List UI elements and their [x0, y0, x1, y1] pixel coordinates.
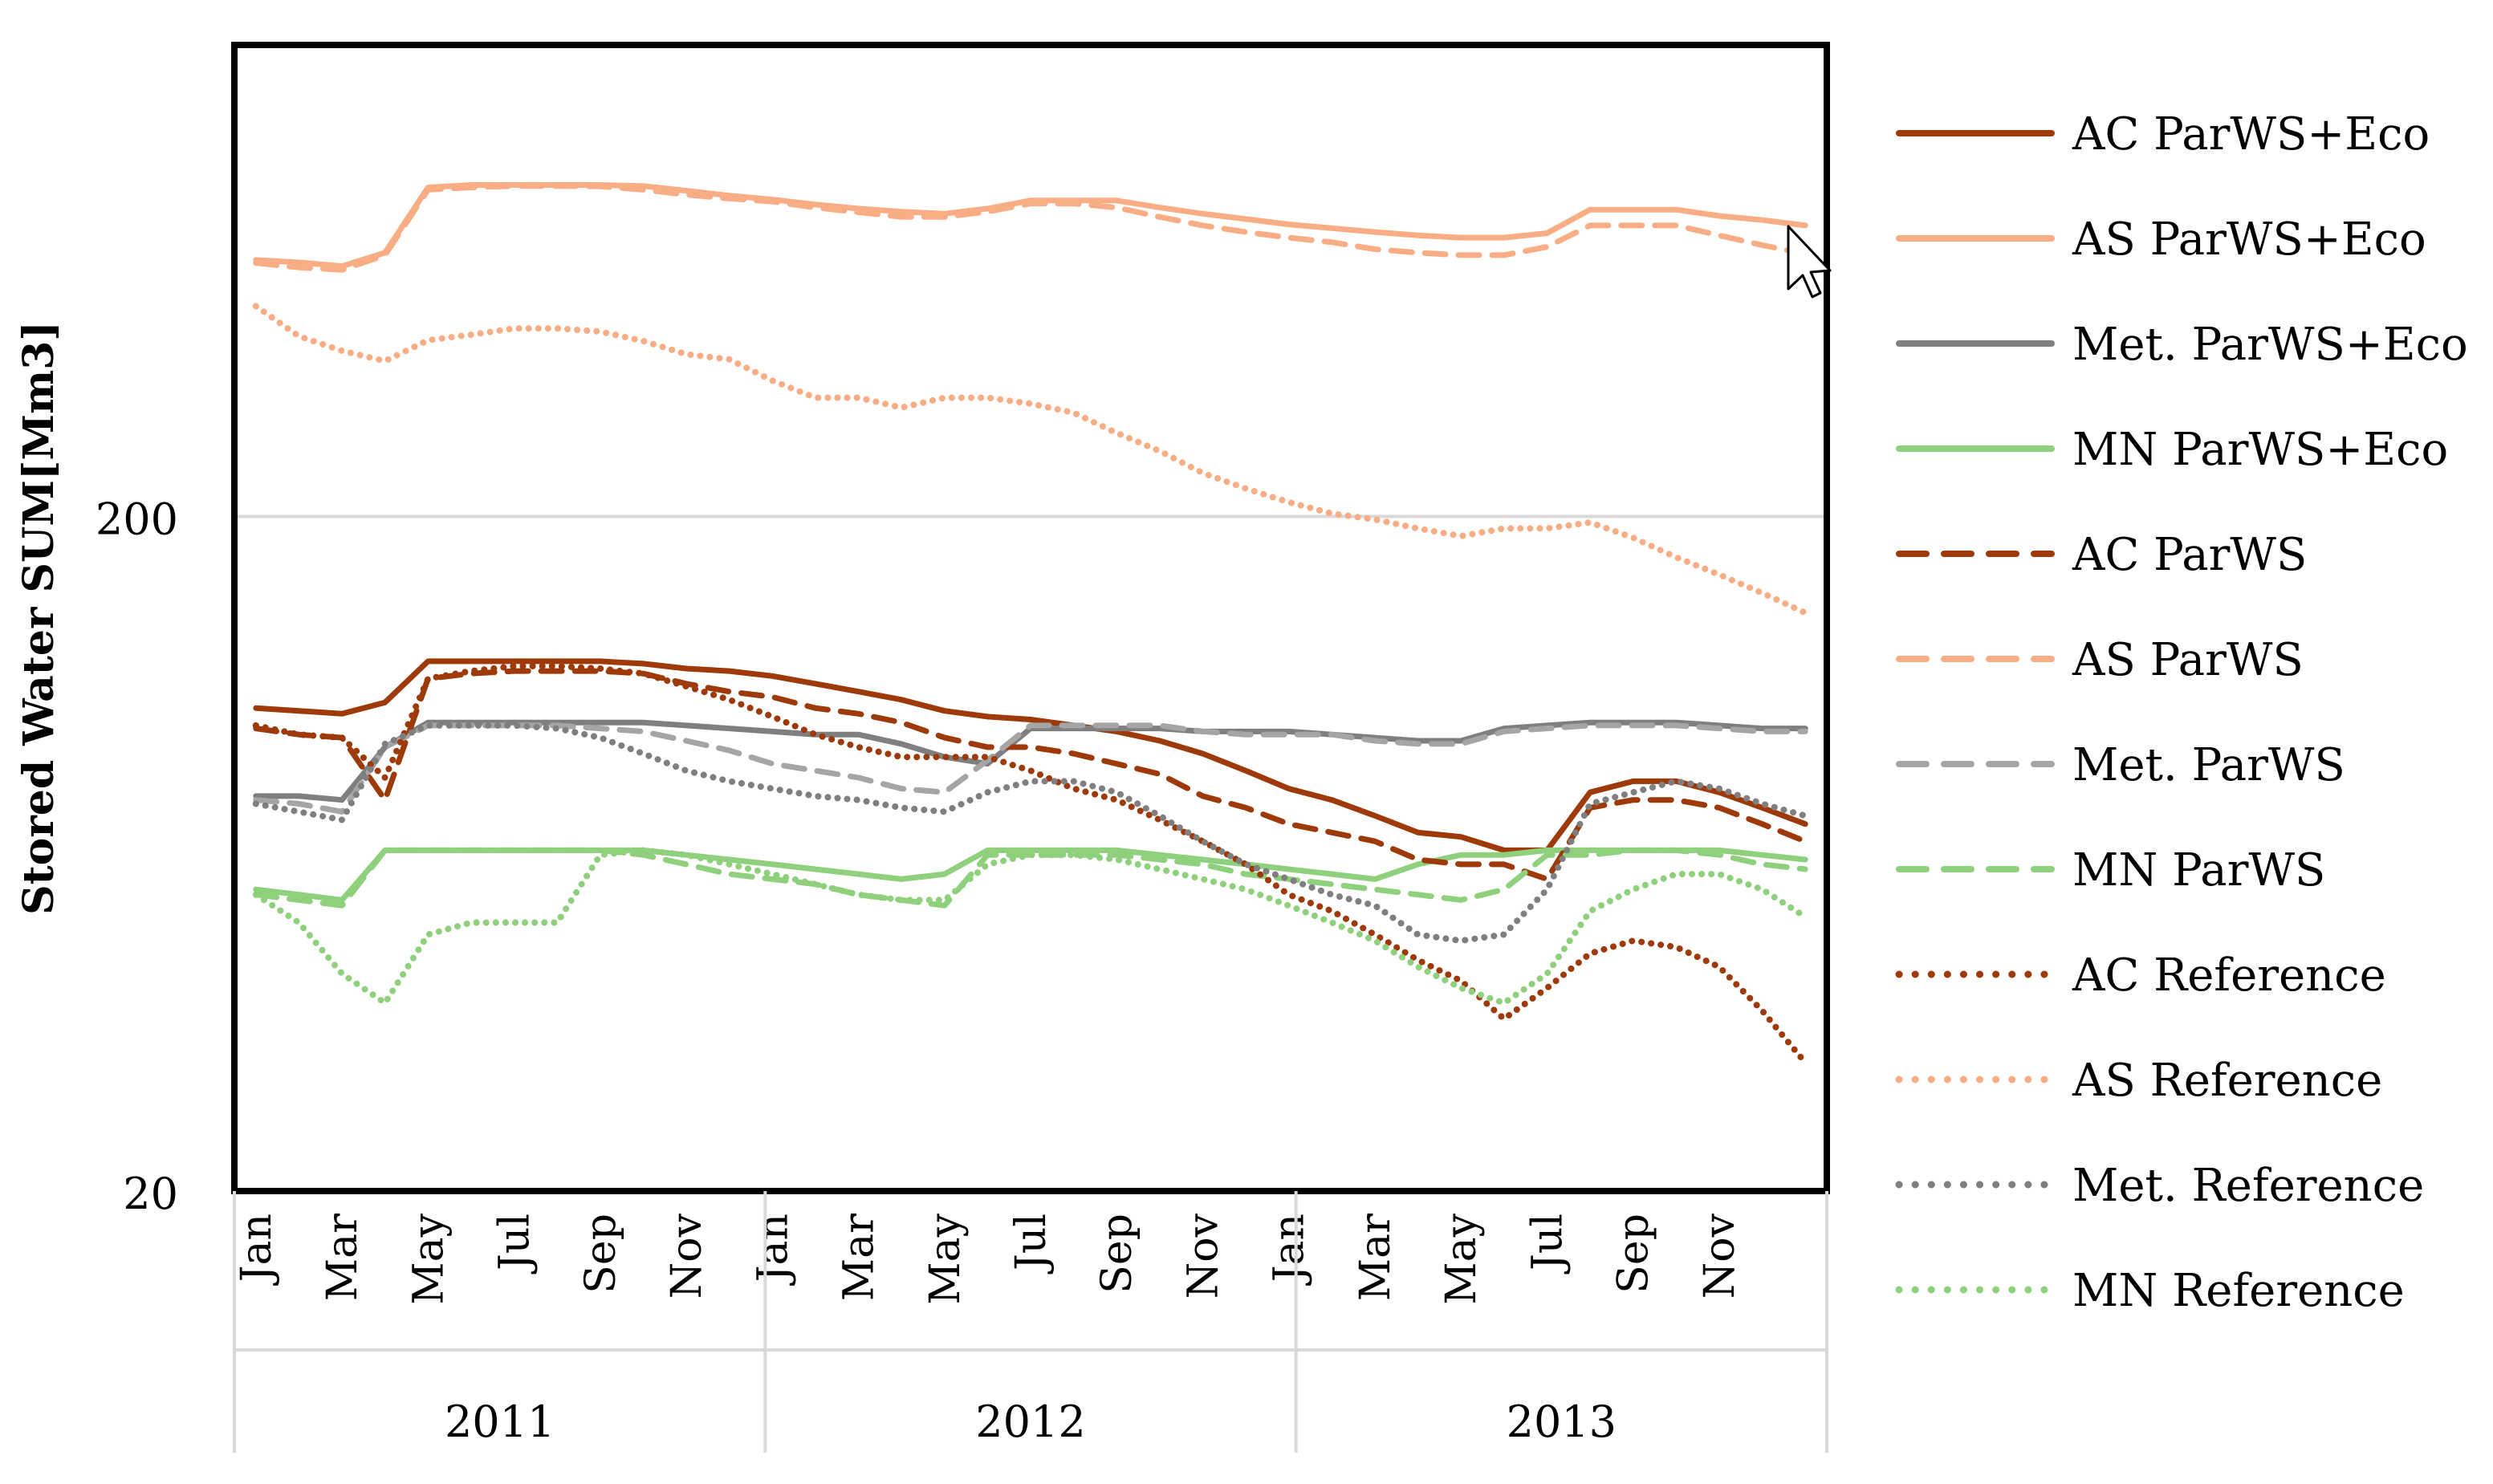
month-label: Jul [1007, 1214, 1055, 1275]
y-tick-label-200: 200 [96, 494, 178, 544]
series-line-mn-parws [253, 847, 1808, 909]
plot-frame [231, 42, 1830, 1194]
mouse-cursor-icon [1787, 225, 1832, 299]
month-label: Jan [749, 1214, 797, 1286]
series-line-ac-parws [253, 668, 1808, 882]
legend-label-mn-parws: MN ParWS [2072, 844, 2325, 896]
month-label: Mar [1352, 1214, 1400, 1301]
series-line-met-reference [252, 722, 1809, 945]
month-label: Mar [836, 1214, 884, 1301]
legend-label-met-parws-eco: Met. ParWS+Eco [2072, 319, 2468, 371]
legend-label-as-parws: AS ParWS [2072, 634, 2304, 686]
series-line-as-parws-eco [253, 182, 1808, 270]
year-label-2012: 2012 [975, 1397, 1085, 1447]
series-line-mn-reference [252, 847, 1809, 1006]
series-line-as-parws [253, 183, 1808, 273]
legend-label-ac-parws-eco: AC ParWS+Eco [2072, 108, 2430, 161]
legend-label-ac-reference: AC Reference [2072, 949, 2386, 1002]
legend-label-as-reference: AS Reference [2072, 1055, 2382, 1107]
month-label: May [1438, 1213, 1486, 1304]
legend-label-ac-parws: AC ParWS [2072, 529, 2307, 581]
series-layer [252, 182, 1809, 1066]
month-label: Sep [1610, 1214, 1658, 1294]
series-line-as-reference [252, 303, 1809, 616]
y-axis-label: Stored Water SUM[Mm3] [14, 321, 63, 915]
month-label: Nov [1696, 1213, 1744, 1299]
series-line-ac-parws-eco [253, 658, 1808, 853]
legend-label-mn-reference: MN Reference [2072, 1265, 2405, 1317]
month-label: May [921, 1213, 970, 1304]
series-line-met-parws [253, 722, 1808, 815]
y-tick-label-20: 20 [123, 1169, 178, 1219]
legend-layer: AC ParWS+Eco AS ParWS+Eco Met. ParWS+Eco MN… [1895, 108, 2468, 1317]
legend-label-met-reference: Met. Reference [2072, 1160, 2424, 1212]
series-line-ac-reference [252, 663, 1809, 1066]
month-label: Jul [1523, 1214, 1572, 1275]
month-label: Jan [233, 1214, 281, 1286]
month-label: Jan [1266, 1214, 1314, 1286]
legend-label-met-parws: Met. ParWS [2072, 739, 2345, 791]
month-label: May [405, 1213, 453, 1304]
month-label: Mar [319, 1214, 367, 1301]
month-label: Nov [1179, 1213, 1227, 1299]
series-line-met-parws-eco [253, 719, 1808, 803]
month-label: Jul [491, 1214, 539, 1275]
year-label-2013: 2013 [1507, 1397, 1617, 1447]
year-label-2011: 2011 [445, 1397, 555, 1447]
axis-layer: 20 200 Stored Water SUM[Mm3] Jan Mar May Jul Se… [14, 321, 1828, 1453]
month-label: Nov [663, 1213, 711, 1299]
month-label: Sep [1093, 1214, 1141, 1294]
legend-label-mn-parws-eco: MN ParWS+Eco [2072, 424, 2448, 476]
month-label: Sep [577, 1214, 625, 1294]
legend-label-as-parws-eco: AS ParWS+Eco [2072, 213, 2426, 266]
